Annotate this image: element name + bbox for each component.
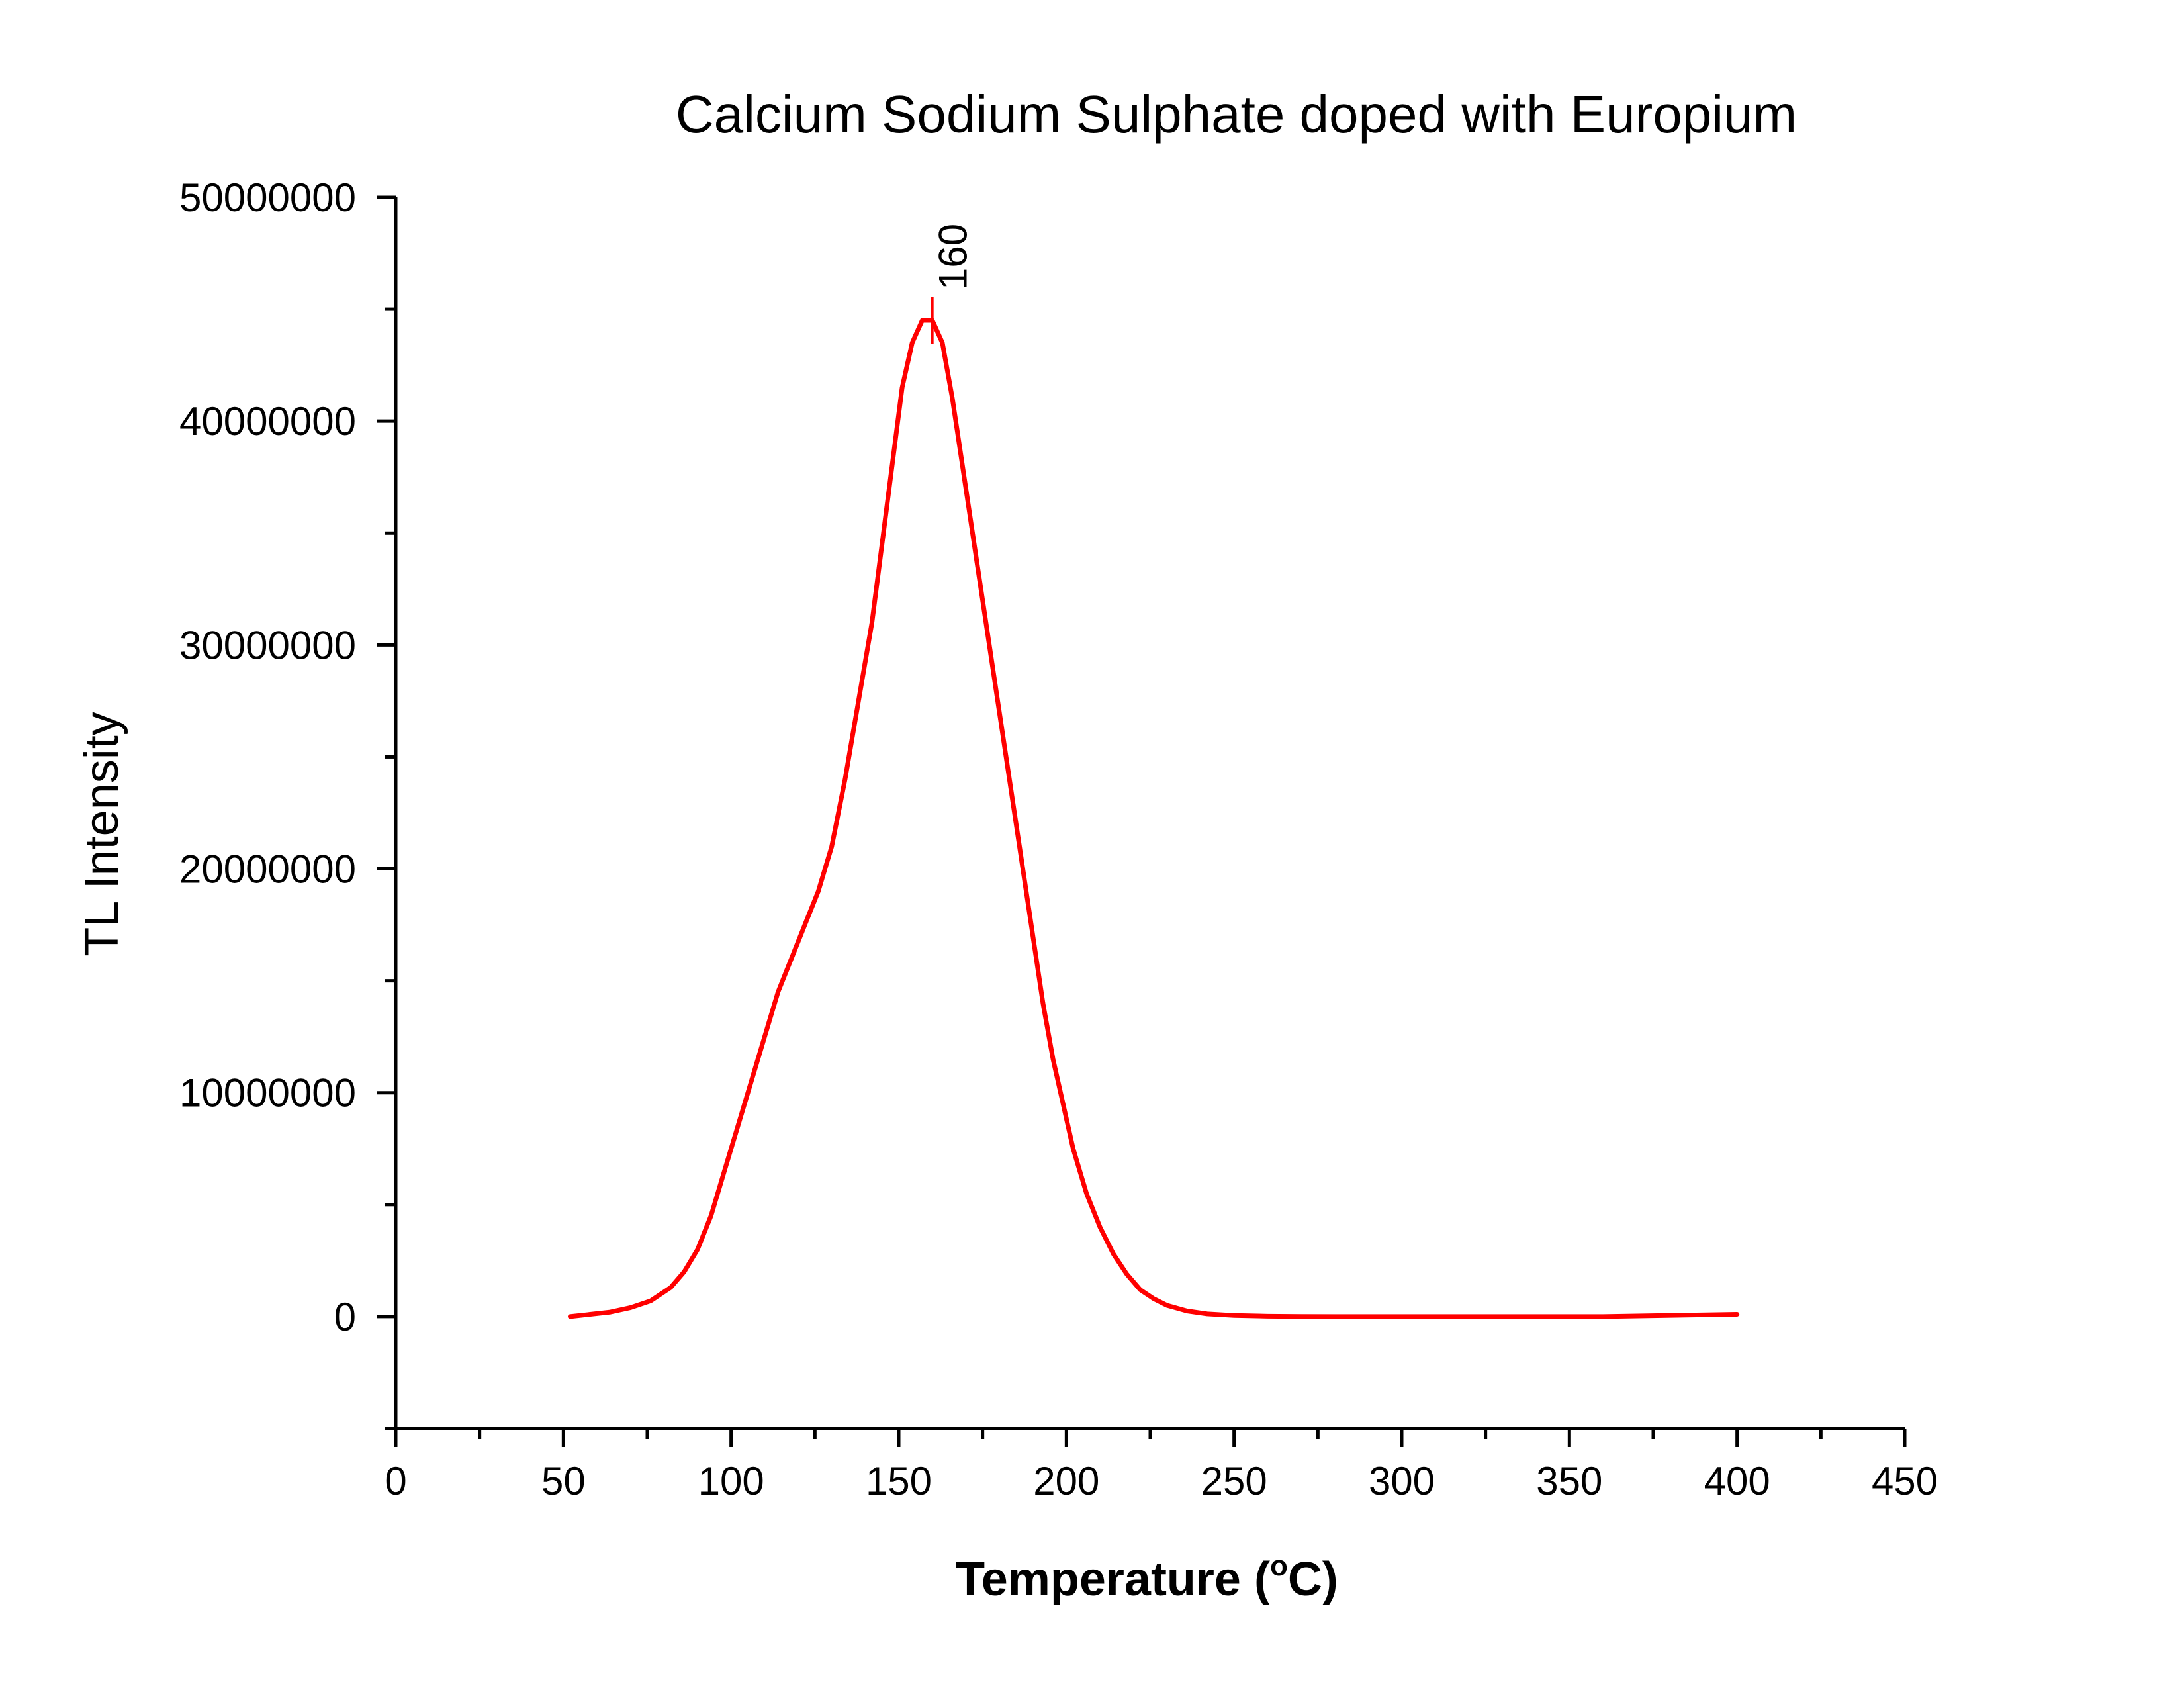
x-axis-label-degree: o (1270, 1550, 1288, 1582)
y-tick-label: 10000000 (179, 1071, 356, 1115)
x-tick-label: 150 (866, 1459, 932, 1503)
x-tick-label: 100 (698, 1459, 764, 1503)
x-tick-label: 0 (385, 1459, 406, 1503)
x-axis-label: Temperature (oC) (956, 1550, 1338, 1606)
axis-tick-labels: 0 50 100 150 200 250 300 350 400 450 0 10000000 2000… (179, 175, 1938, 1503)
data-series (568, 318, 1740, 1319)
chart-title: Calcium Sodium Sulphate doped with Europ… (676, 85, 1797, 144)
y-tick-label: 40000000 (179, 399, 356, 444)
x-tick-label: 250 (1201, 1459, 1267, 1503)
y-tick-label: 0 (334, 1295, 356, 1339)
peak-label: 160 (931, 224, 976, 290)
x-tick-label: 200 (1033, 1459, 1099, 1503)
x-tick-label: 50 (541, 1459, 586, 1503)
y-tick-label: 30000000 (179, 623, 356, 667)
x-tick-label: 450 (1872, 1459, 1938, 1503)
tl-curve-line (568, 318, 1740, 1319)
y-tick-label: 50000000 (179, 175, 356, 220)
x-axis-label-unit: C) (1288, 1553, 1338, 1606)
axes (394, 197, 1905, 1430)
x-axis-label-main: Temperature ( (956, 1553, 1270, 1606)
x-tick-label: 350 (1536, 1459, 1602, 1503)
peak-annotation: 160 (931, 224, 976, 344)
x-tick-label: 300 (1369, 1459, 1435, 1503)
y-axis-label: TL Intensity (75, 712, 128, 957)
x-tick-label: 400 (1704, 1459, 1770, 1503)
axis-ticks (377, 195, 1907, 1447)
y-tick-label: 20000000 (179, 847, 356, 892)
